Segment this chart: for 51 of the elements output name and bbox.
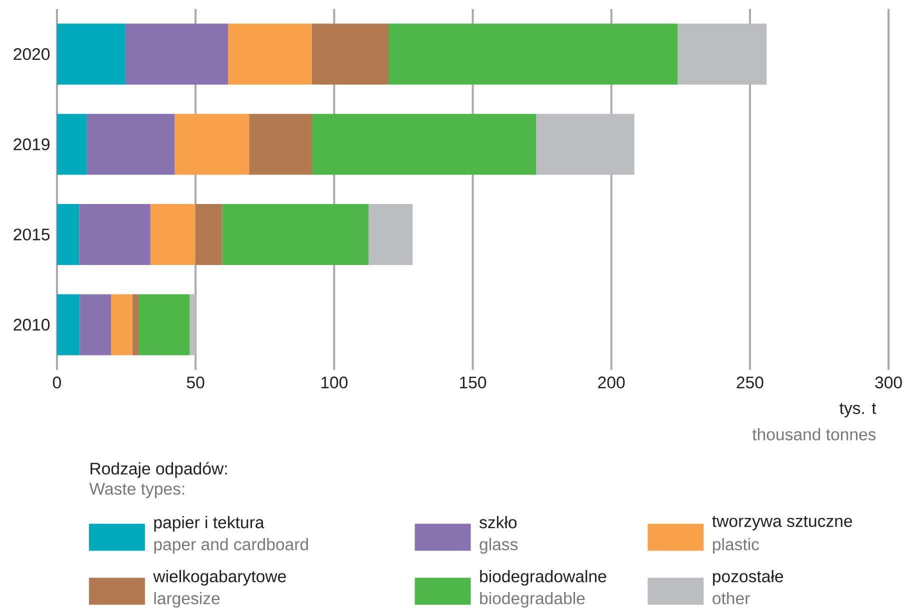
- x-tick-label: 250: [736, 376, 764, 389]
- text: szkło: [479, 516, 517, 528]
- bar: [56, 294, 80, 356]
- bar: [388, 24, 678, 85]
- bar: [79, 204, 150, 266]
- bar: [80, 294, 112, 356]
- bar: [195, 204, 222, 266]
- x-tick-label: 50: [186, 376, 204, 389]
- x-tick-label: 200: [598, 376, 625, 389]
- y-tick-label: 2010: [14, 318, 50, 331]
- x-tick-label: 100: [321, 376, 348, 389]
- x-axis-title: tys. t: [840, 403, 876, 418]
- text: plastic: [713, 538, 760, 554]
- bar: [56, 204, 80, 266]
- x-tick-label: 0: [52, 376, 61, 389]
- bar: [125, 24, 228, 85]
- text: Waste types:: [89, 483, 184, 498]
- text: pozostałe: [713, 570, 784, 586]
- bar: [312, 24, 388, 85]
- text: other: [712, 592, 750, 604]
- legend-title: Rodzaje odpadów:: [90, 462, 227, 478]
- text: thousand tonnes: [752, 428, 876, 441]
- x-tick-label: 150: [460, 376, 486, 389]
- text: biodegradable: [480, 592, 585, 608]
- bar: [190, 294, 196, 356]
- text: largesize: [154, 592, 220, 608]
- y-tick-label: 2020: [14, 48, 50, 60]
- text: paper and cardboard: [154, 538, 308, 554]
- y-tick-label: 2015: [14, 228, 50, 241]
- x-tick-label: 300: [875, 376, 902, 389]
- text: tworzywa sztuczne: [712, 516, 852, 531]
- text: glass: [480, 538, 518, 554]
- bar: [111, 294, 132, 356]
- bar: [228, 24, 312, 85]
- bar: [174, 114, 250, 175]
- bar: [249, 114, 312, 175]
- y-tick-label: 2019: [14, 138, 50, 150]
- text: papier i tektura: [154, 516, 264, 532]
- text: biodegradowalne: [480, 570, 606, 586]
- bar: [222, 204, 369, 266]
- text: wielkogabarytowe: [153, 570, 286, 586]
- bar: [368, 204, 413, 266]
- bar: [132, 294, 138, 356]
- bar: [150, 204, 196, 266]
- bar: [536, 114, 634, 175]
- bar: [138, 294, 190, 356]
- bar: [312, 114, 536, 175]
- bar: [56, 114, 87, 175]
- bar: [86, 114, 175, 175]
- bar: [678, 24, 767, 85]
- bar: [56, 24, 126, 85]
